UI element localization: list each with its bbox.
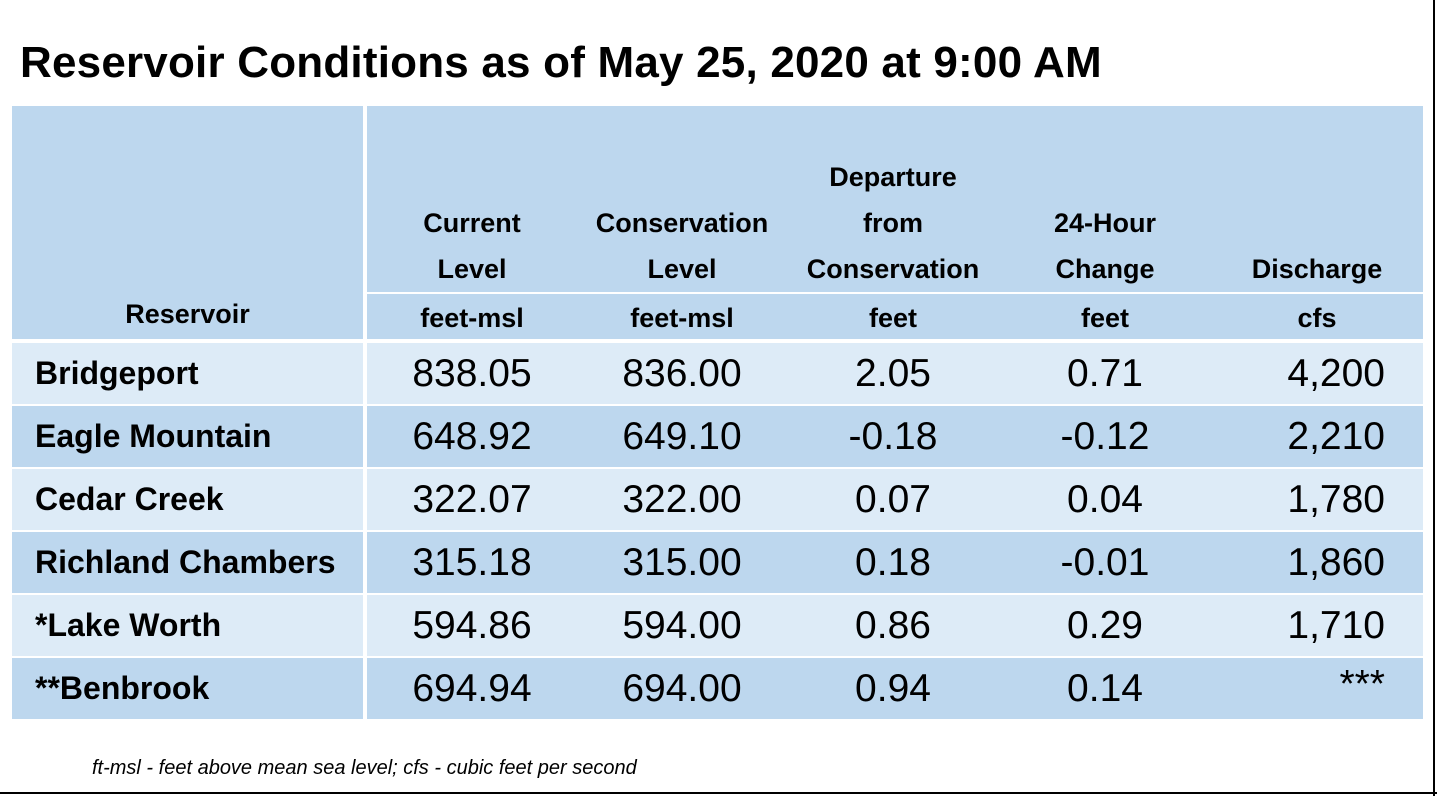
name-column-divider	[363, 106, 367, 721]
discharge-value: 1,860	[1287, 541, 1385, 584]
current-level-value: 694.94	[412, 667, 532, 710]
frame-border-bottom	[0, 792, 1437, 794]
header-line	[577, 154, 787, 200]
current-level-value: 838.05	[412, 352, 532, 395]
table-header: Reservoir Current Level Conservation Lev…	[12, 106, 1423, 340]
change-value: 0.71	[1067, 352, 1143, 395]
table-row: *Lake Worth 594.86 594.00 0.86 0.29 1,71…	[12, 595, 1423, 656]
discharge-value: 4,200	[1287, 352, 1385, 395]
header-body-divider	[12, 339, 1423, 343]
departure-value: 0.94	[855, 667, 931, 710]
current-level-value: 315.18	[412, 541, 532, 584]
unit-conservation-level: feet-msl	[630, 303, 734, 333]
header-line: Level	[647, 254, 717, 284]
conservation-level-value: 694.00	[622, 667, 742, 710]
header-line: Conservation	[595, 208, 769, 238]
unit-current-level: feet-msl	[420, 303, 524, 333]
header-reservoir: Reservoir	[12, 150, 363, 334]
header-current-level: Current Level	[367, 154, 577, 292]
header-line	[1211, 200, 1423, 246]
reservoir-table: Reservoir Current Level Conservation Lev…	[12, 106, 1423, 721]
unit-discharge: cfs	[1297, 303, 1337, 333]
change-value: -0.12	[1060, 415, 1150, 458]
header-line: from	[863, 208, 923, 238]
header-line	[12, 196, 363, 242]
current-level-value: 322.07	[412, 478, 532, 521]
departure-value: 0.07	[855, 478, 931, 521]
current-level-value: 594.86	[412, 604, 532, 647]
conservation-level-value: 649.10	[622, 415, 742, 458]
header-line: Change	[1055, 254, 1155, 284]
change-value: 0.14	[1067, 667, 1143, 710]
table-row: **Benbrook 694.94 694.00 0.94 0.14 ***	[12, 658, 1423, 719]
header-line: Current	[423, 208, 521, 238]
reservoir-name: Cedar Creek	[35, 481, 224, 517]
change-value: 0.04	[1067, 478, 1143, 521]
discharge-value: 2,210	[1287, 415, 1385, 458]
header-line: Conservation	[806, 254, 980, 284]
discharge-value: 1,780	[1287, 478, 1385, 521]
header-line: Discharge	[1251, 254, 1383, 284]
current-level-value: 648.92	[412, 415, 532, 458]
unit-departure: feet	[868, 303, 917, 333]
header-conservation-level: Conservation Level	[577, 154, 787, 292]
header-line	[999, 154, 1211, 200]
header-unit-divider	[367, 292, 1423, 294]
change-value: 0.29	[1067, 604, 1143, 647]
departure-value: 2.05	[855, 352, 931, 395]
conservation-level-value: 594.00	[622, 604, 742, 647]
conservation-level-value: 322.00	[622, 478, 742, 521]
frame-border-right	[1433, 0, 1435, 796]
table-row: Eagle Mountain 648.92 649.10 -0.18 -0.12…	[12, 406, 1423, 467]
reservoir-name: Bridgeport	[35, 355, 199, 391]
change-value: -0.01	[1060, 541, 1150, 584]
reservoir-name: Eagle Mountain	[35, 418, 272, 454]
header-24-hour-change: 24-Hour Change	[999, 154, 1211, 292]
table-row: Bridgeport 838.05 836.00 2.05 0.71 4,200	[12, 343, 1423, 404]
departure-value: 0.86	[855, 604, 931, 647]
conservation-level-value: 315.00	[622, 541, 742, 584]
header-line	[367, 154, 577, 200]
table-row: Richland Chambers 315.18 315.00 0.18 -0.…	[12, 532, 1423, 593]
discharge-value: 1,710	[1287, 604, 1385, 647]
header-line	[1211, 154, 1423, 200]
header-line	[12, 150, 363, 196]
reservoir-name: Richland Chambers	[35, 544, 336, 580]
unit-24-hour-change: feet	[1080, 303, 1129, 333]
header-line: Departure	[829, 162, 957, 192]
page-title: Reservoir Conditions as of May 25, 2020 …	[20, 38, 1102, 87]
header-line: Level	[437, 254, 507, 284]
header-line: 24-Hour	[1053, 208, 1156, 238]
table-row: Cedar Creek 322.07 322.00 0.07 0.04 1,78…	[12, 469, 1423, 530]
reservoir-name: **Benbrook	[35, 670, 210, 706]
header-line: Reservoir	[125, 299, 250, 329]
reservoir-name: *Lake Worth	[35, 607, 222, 643]
discharge-value: ***	[1339, 663, 1385, 706]
departure-value: -0.18	[848, 415, 938, 458]
footnote: ft-msl - feet above mean sea level; cfs …	[92, 757, 637, 779]
conservation-level-value: 836.00	[622, 352, 742, 395]
header-departure: Departure from Conservation	[787, 154, 999, 292]
header-discharge: Discharge	[1211, 154, 1423, 292]
departure-value: 0.18	[855, 541, 931, 584]
